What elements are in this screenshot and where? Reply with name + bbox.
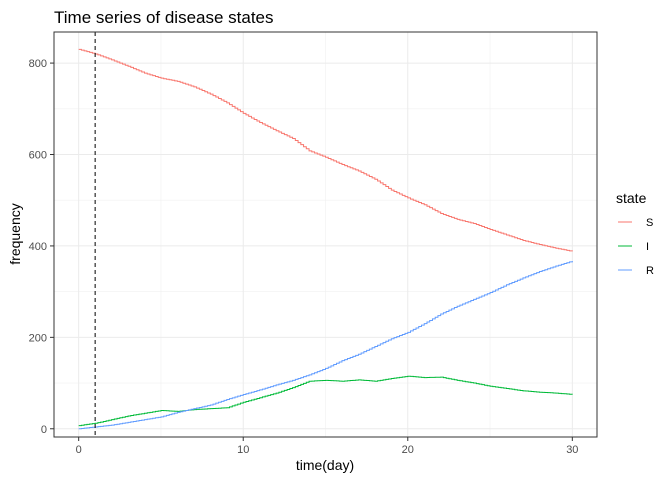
legend-title: state — [616, 190, 647, 206]
x-tick-label: 30 — [566, 444, 578, 456]
legend-label-I: I — [646, 241, 649, 253]
y-tick-label: 200 — [29, 332, 47, 344]
series-lines — [78, 48, 573, 430]
legend-label-S: S — [646, 217, 653, 229]
legend: state SIR — [616, 190, 654, 279]
series-line-I — [78, 375, 573, 427]
y-tick-label: 600 — [29, 150, 47, 162]
plot-border — [53, 31, 598, 438]
x-axis-ticks: 0 10 20 30 — [76, 437, 578, 456]
y-tick-label: 800 — [29, 58, 47, 70]
x-tick-label: 20 — [402, 444, 414, 456]
y-axis-title: frequency — [7, 203, 23, 264]
y-tick-label: 0 — [41, 424, 47, 436]
series-line-S — [78, 48, 573, 252]
legend-label-R: R — [646, 265, 654, 277]
y-tick-label: 400 — [29, 241, 47, 253]
grid — [54, 32, 597, 437]
x-tick-label: 10 — [237, 444, 249, 456]
x-axis-title: time(day) — [296, 457, 354, 473]
series-line-R — [78, 261, 573, 430]
chart-title: Time series of disease states — [54, 8, 274, 27]
y-axis-ticks: 0 200 400 600 800 — [29, 58, 54, 436]
x-tick-label: 0 — [76, 444, 82, 456]
